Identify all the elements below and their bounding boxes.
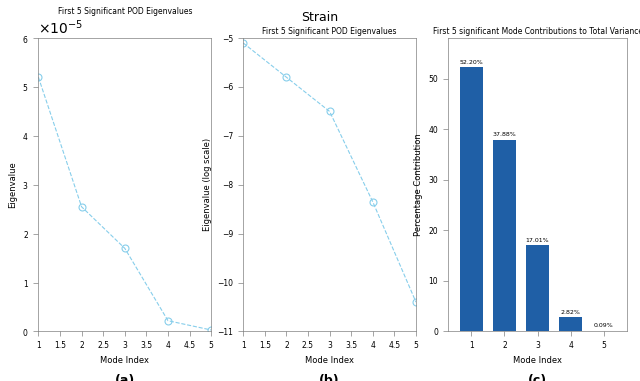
Title: First 5 Significant POD Eigenvalues: First 5 Significant POD Eigenvalues [58, 7, 192, 16]
X-axis label: Mode Index: Mode Index [513, 356, 562, 365]
Text: 0.09%: 0.09% [594, 323, 614, 328]
Text: (a): (a) [115, 374, 135, 381]
Text: (b): (b) [319, 374, 340, 381]
Y-axis label: Eigenvalue (log scale): Eigenvalue (log scale) [203, 138, 212, 231]
X-axis label: Mode Index: Mode Index [305, 356, 354, 365]
Text: (c): (c) [528, 374, 547, 381]
X-axis label: Mode Index: Mode Index [100, 356, 149, 365]
Bar [526, 245, 549, 331]
Bar [460, 67, 483, 331]
Text: Strain: Strain [301, 11, 339, 24]
Text: 37.88%: 37.88% [493, 132, 516, 137]
Text: 2.82%: 2.82% [561, 310, 580, 315]
Y-axis label: Percentage Contribution: Percentage Contribution [414, 133, 423, 236]
Title: First 5 Significant POD Eigenvalues: First 5 Significant POD Eigenvalues [262, 27, 397, 36]
Text: 52.20%: 52.20% [460, 60, 483, 65]
Bar [559, 317, 582, 331]
Title: First 5 significant Mode Contributions to Total Variance: First 5 significant Mode Contributions t… [433, 27, 640, 36]
Y-axis label: Eigenvalue: Eigenvalue [8, 162, 17, 208]
Bar [493, 140, 516, 331]
Text: 17.01%: 17.01% [526, 238, 549, 243]
